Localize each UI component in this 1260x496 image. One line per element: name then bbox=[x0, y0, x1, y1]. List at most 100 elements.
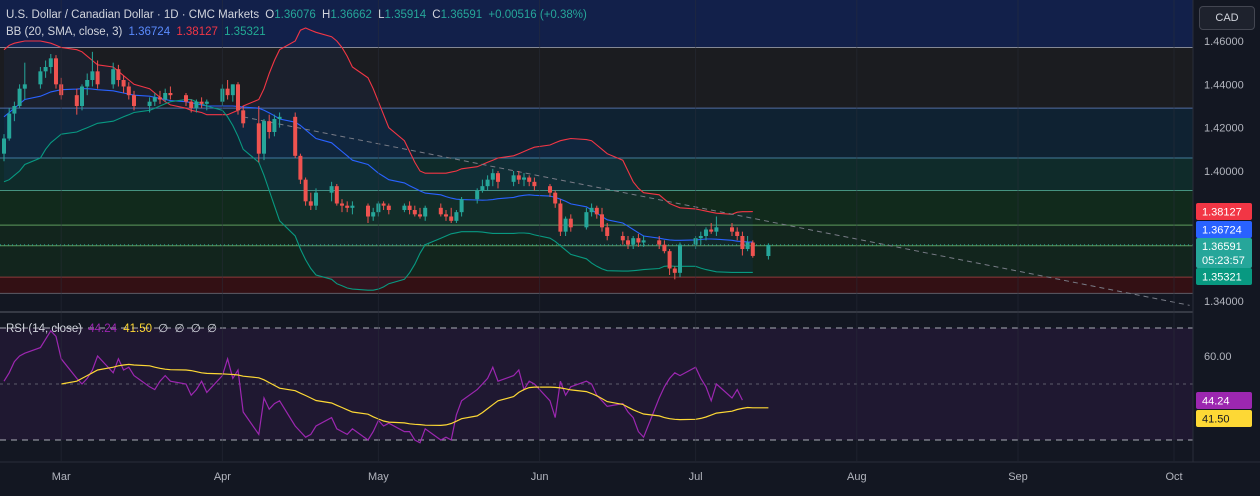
rsi-tag: 44.24 bbox=[1202, 396, 1230, 408]
candle-body bbox=[678, 244, 682, 273]
candle-body bbox=[516, 175, 521, 180]
candle-body bbox=[147, 101, 152, 106]
price-tick-label: 1.40000 bbox=[1204, 166, 1244, 178]
high-label: H bbox=[322, 9, 331, 21]
price-zone-1 bbox=[0, 47, 1193, 109]
candle-body bbox=[111, 69, 116, 85]
candle-body bbox=[418, 214, 422, 217]
candle-body bbox=[532, 181, 537, 187]
candle-body bbox=[189, 101, 194, 109]
close-label: C bbox=[432, 9, 441, 21]
candle-body bbox=[735, 231, 740, 236]
candle-body bbox=[438, 207, 443, 215]
candle-body bbox=[563, 218, 568, 232]
rsi-pane bbox=[0, 313, 1193, 461]
candle-body bbox=[308, 201, 313, 206]
candle-body bbox=[116, 69, 121, 80]
bb-lower-value: 1.35321 bbox=[224, 26, 266, 38]
rsi-legend[interactable]: RSI (14, close) 44.24 41.50 ∅ ∅ ∅ ∅ bbox=[6, 321, 220, 335]
candle-body bbox=[709, 229, 714, 232]
open-label: O bbox=[265, 9, 275, 21]
price-tick-label: 1.42000 bbox=[1204, 123, 1244, 135]
rsi-extra-3: ∅ bbox=[190, 323, 201, 335]
candle-body bbox=[620, 236, 625, 241]
rsi-ma-value: 41.50 bbox=[123, 323, 153, 335]
candle-body bbox=[584, 212, 589, 228]
candle-body bbox=[95, 71, 100, 85]
candle-body bbox=[459, 199, 464, 213]
candle-body bbox=[277, 116, 282, 119]
price-tick-label: 1.46000 bbox=[1204, 36, 1244, 48]
candle-body bbox=[241, 110, 246, 124]
candle-body bbox=[667, 251, 672, 269]
basis-tag: 1.36724 bbox=[1202, 225, 1242, 237]
candle-body bbox=[381, 203, 386, 206]
axis-tags: 1.38127 1.36724 1.36591 05:23:57 1.35321 44.2… bbox=[1196, 203, 1252, 427]
time-scale-background bbox=[0, 462, 1260, 491]
symbol-title[interactable]: U.S. Dollar / Canadian Dollar · 1D · CMC… bbox=[6, 9, 260, 21]
time-tick-label: Oct bbox=[1165, 471, 1182, 483]
candle-body bbox=[329, 186, 334, 193]
candle-body bbox=[12, 106, 17, 114]
candle-body bbox=[236, 84, 240, 111]
candle-body bbox=[522, 177, 526, 180]
candle-body bbox=[334, 186, 339, 204]
lower-band-tag-background bbox=[1196, 268, 1252, 285]
rsi-ma-tag: 41.50 bbox=[1202, 414, 1230, 426]
candle-body bbox=[48, 58, 53, 67]
time-tick-label: Apr bbox=[214, 471, 231, 483]
bb-legend[interactable]: BB (20, SMA, close, 3) 1.36724 1.38127 1… bbox=[6, 26, 269, 38]
candle-body bbox=[54, 58, 58, 85]
candle-body bbox=[345, 205, 350, 208]
price-zone-6 bbox=[0, 277, 1193, 294]
candle-body bbox=[38, 71, 43, 85]
candle-body bbox=[225, 88, 230, 96]
candle-body bbox=[199, 101, 204, 104]
candle-body bbox=[256, 123, 261, 154]
candle-body bbox=[605, 227, 610, 236]
rsi-ma-line bbox=[61, 363, 769, 427]
candle-body bbox=[74, 95, 79, 106]
candle-body bbox=[80, 86, 84, 106]
candle-body bbox=[293, 116, 298, 156]
price-zone-3 bbox=[0, 158, 1193, 191]
time-tick-label: Aug bbox=[847, 471, 867, 483]
price-zone-5 bbox=[0, 225, 1193, 278]
candle-body bbox=[444, 214, 448, 217]
candle-body bbox=[600, 214, 604, 228]
candle-body bbox=[85, 80, 90, 87]
candle-body bbox=[2, 138, 6, 154]
time-tick-label: May bbox=[368, 471, 389, 483]
candle-body bbox=[43, 67, 48, 72]
bb-upper-value: 1.38127 bbox=[176, 26, 218, 38]
candle-body bbox=[636, 238, 641, 243]
price-zone-0 bbox=[0, 0, 1193, 48]
basis-tag-background bbox=[1196, 221, 1252, 238]
candle-body bbox=[485, 179, 490, 187]
candle-body bbox=[558, 203, 563, 232]
high-value: 1.36662 bbox=[330, 9, 372, 21]
currency-button[interactable]: CAD bbox=[1199, 6, 1255, 30]
rsi-label: RSI (14, close) bbox=[6, 323, 83, 335]
rsi-extra-2: ∅ bbox=[174, 323, 185, 335]
candle-body bbox=[126, 86, 131, 96]
candle-body bbox=[152, 97, 157, 102]
rsi-tag-background bbox=[1196, 392, 1252, 409]
candle-body bbox=[496, 173, 500, 182]
candle-body bbox=[641, 240, 646, 243]
candle-body bbox=[589, 207, 594, 213]
candle-body bbox=[750, 242, 755, 256]
candle-body bbox=[730, 227, 734, 232]
candle-body bbox=[672, 268, 677, 273]
candle-body bbox=[121, 80, 126, 87]
candle-body bbox=[766, 244, 771, 257]
price-tag: 1.36591 bbox=[1202, 241, 1242, 253]
candle-body bbox=[631, 238, 636, 245]
candle-body bbox=[511, 175, 516, 182]
candle-body bbox=[158, 97, 162, 100]
candle-body bbox=[527, 177, 532, 182]
rsi-ma-tag-background bbox=[1196, 410, 1252, 427]
price-tick-label: 1.34000 bbox=[1204, 296, 1244, 308]
change-value: +0.00516 (+0.38%) bbox=[488, 9, 587, 21]
